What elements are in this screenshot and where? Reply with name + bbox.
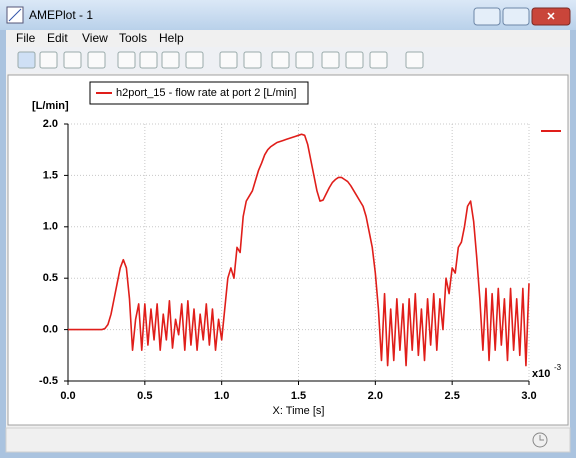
toolbar-button[interactable] — [39, 51, 58, 69]
x-tick-label: 0.5 — [137, 390, 152, 402]
toolbar-button[interactable] — [321, 51, 340, 69]
x-tick-label: 2.0 — [368, 390, 383, 402]
toolbar-button[interactable] — [139, 51, 158, 69]
toolbar-button[interactable] — [185, 51, 204, 69]
toolbar-icons — [17, 51, 424, 69]
x-tick-label: 1.5 — [291, 390, 306, 402]
app-icon-line — [8, 8, 22, 22]
y-axis-label: [L/min] — [32, 100, 69, 112]
toolbar-button[interactable] — [219, 51, 238, 69]
toolbar-button[interactable] — [405, 51, 424, 69]
toolbar-button[interactable] — [17, 51, 36, 69]
close-button[interactable] — [531, 7, 571, 26]
window-title: AMEPlot - 1 — [29, 8, 93, 22]
y-tick-label: 1.5 — [43, 169, 58, 181]
x-tick-label: 1.0 — [214, 390, 229, 402]
toolbar-button[interactable] — [295, 51, 314, 69]
toolbar-button[interactable] — [369, 51, 388, 69]
plot-panel — [7, 74, 569, 426]
toolbar-button[interactable] — [345, 51, 364, 69]
x-multiplier: x10 — [532, 368, 550, 380]
y-tick-label: 0.5 — [43, 272, 58, 284]
toolbar-button[interactable] — [161, 51, 180, 69]
toolbar-button[interactable] — [243, 51, 262, 69]
y-tick-label: 2.0 — [43, 118, 58, 130]
y-tick-label: 1.0 — [43, 221, 58, 233]
chart: -0.50.00.51.01.52.00.0 0.5 1.0 1.5 2.0 2.5 3.0… — [32, 87, 562, 417]
x-multiplier-exponent: -3 — [554, 363, 562, 372]
close-icon: ✕ — [546, 11, 555, 23]
minimize-button[interactable] — [473, 7, 501, 26]
x-tick-label: 3.0 — [521, 390, 536, 402]
x-axis-label: X: Time [s] — [273, 405, 325, 417]
x-tick-label: 0.0 — [60, 390, 75, 402]
menu-item[interactable]: View — [82, 31, 108, 45]
y-tick-label: 0.0 — [43, 324, 58, 336]
x-tick-label: 2.5 — [445, 390, 460, 402]
status-bar — [5, 427, 571, 453]
menu-item[interactable]: Tools — [119, 31, 147, 45]
toolbar-button[interactable] — [63, 51, 82, 69]
toolbar-button[interactable] — [271, 51, 290, 69]
toolbar-button[interactable] — [87, 51, 106, 69]
menu-item[interactable]: Help — [159, 31, 184, 45]
legend-label: h2port_15 - flow rate at port 2 [L/min] — [116, 87, 296, 99]
menu-bar: File Edit View Tools Help — [16, 31, 184, 45]
menu-item[interactable]: Edit — [47, 31, 68, 45]
clock-icon[interactable] — [532, 432, 548, 448]
legend — [89, 81, 309, 105]
clock-hands — [539, 435, 544, 441]
menu-item[interactable]: File — [16, 31, 36, 45]
data-line — [68, 133, 530, 367]
maximize-button[interactable] — [502, 7, 530, 26]
toolbar-button[interactable] — [117, 51, 136, 69]
y-tick-label: -0.5 — [39, 375, 58, 387]
